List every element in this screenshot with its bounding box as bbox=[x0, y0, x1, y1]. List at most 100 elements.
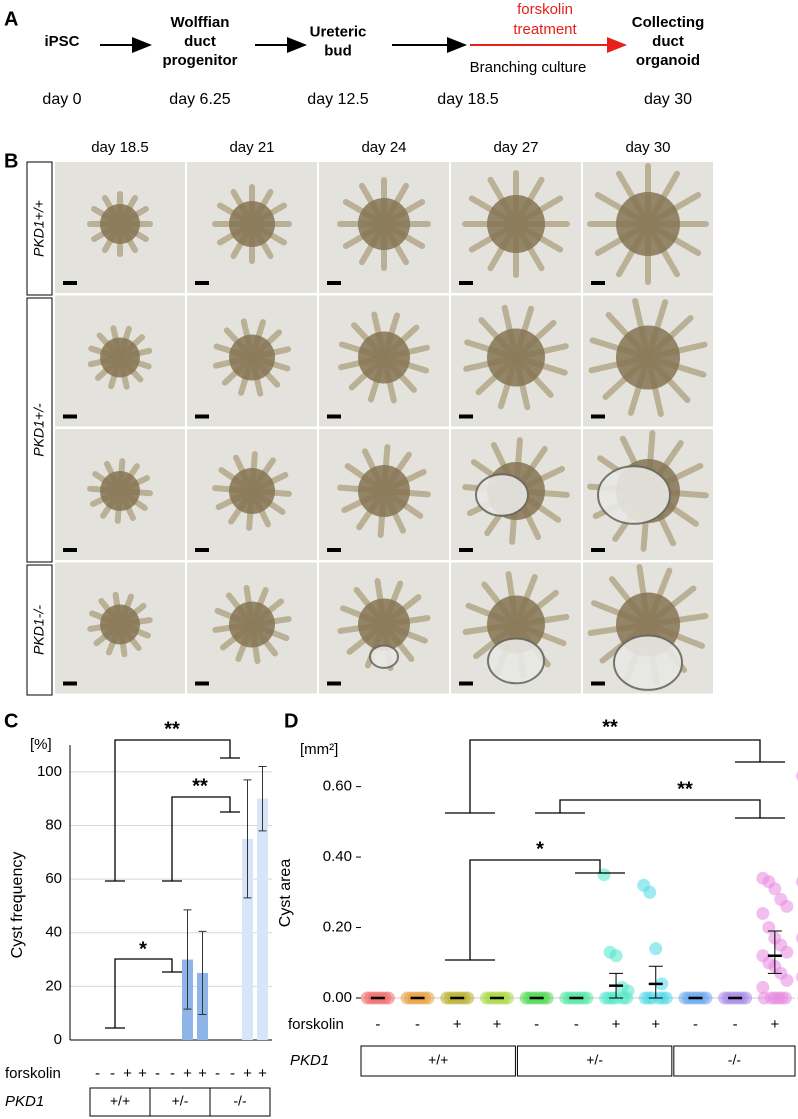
forskolin-sign: - bbox=[170, 1065, 175, 1082]
column-header: day 18.5 bbox=[91, 139, 149, 156]
organoid-body bbox=[358, 198, 410, 250]
row-label-box bbox=[26, 161, 53, 296]
significance-mark: ** bbox=[602, 716, 618, 738]
error-bar bbox=[198, 930, 207, 1016]
organoid-body bbox=[100, 337, 140, 378]
forskolin-sign: - bbox=[375, 1016, 380, 1033]
data-point bbox=[780, 945, 794, 959]
data-point bbox=[381, 991, 395, 1005]
y-tick-label: 0.40 bbox=[323, 848, 352, 865]
forskolin-sign: - bbox=[733, 1016, 738, 1033]
data-point bbox=[780, 899, 794, 913]
row-label: forskolin bbox=[5, 1065, 61, 1082]
data-point bbox=[757, 991, 771, 1005]
organoid-body bbox=[100, 604, 140, 645]
data-point bbox=[756, 906, 770, 920]
column-header: day 27 bbox=[493, 139, 538, 156]
step-name: organoid bbox=[636, 52, 700, 69]
scale-bar bbox=[591, 281, 605, 285]
forskolin-sign: + bbox=[651, 1016, 660, 1033]
cyst bbox=[475, 473, 529, 517]
significance-mark: ** bbox=[164, 718, 180, 740]
y-tick-label: 80 bbox=[45, 816, 62, 833]
data-point bbox=[768, 882, 782, 896]
organoid-body bbox=[100, 471, 140, 511]
scale-bar bbox=[327, 681, 341, 686]
organoid-body bbox=[358, 598, 410, 651]
cyst bbox=[369, 644, 399, 669]
data-point bbox=[540, 991, 554, 1005]
scale-bar bbox=[327, 414, 341, 419]
group-name: +/+ bbox=[428, 1052, 448, 1068]
scale-bar bbox=[591, 681, 605, 686]
scale-bar bbox=[195, 548, 209, 552]
row-label: PKD1+/+ bbox=[31, 200, 47, 257]
organoid-body bbox=[487, 595, 545, 654]
step-name: bud bbox=[324, 42, 352, 59]
organoid-body bbox=[487, 195, 545, 253]
scale-bar bbox=[327, 548, 341, 552]
forskolin-sign: + bbox=[770, 1016, 779, 1033]
y-unit: [%] bbox=[30, 736, 52, 753]
bar bbox=[257, 798, 268, 1040]
forskolin-sign: + bbox=[453, 1016, 462, 1033]
significance-mark: ** bbox=[192, 775, 208, 797]
scale-bar bbox=[63, 548, 77, 552]
group-name: +/+ bbox=[110, 1093, 130, 1109]
data-point bbox=[739, 991, 753, 1005]
forskolin-sign: - bbox=[95, 1065, 100, 1082]
group-name: +/- bbox=[172, 1093, 189, 1109]
forskolin-sign: - bbox=[574, 1016, 579, 1033]
y-unit: [mm²] bbox=[300, 741, 338, 758]
significance-bracket bbox=[105, 958, 182, 1029]
organoid-body bbox=[487, 328, 545, 387]
step-name: duct bbox=[652, 33, 684, 50]
cyst bbox=[487, 637, 545, 685]
day-label: day 30 bbox=[644, 91, 692, 108]
group-label: PKD1 bbox=[5, 1093, 44, 1110]
row-label-box bbox=[26, 564, 53, 696]
culture-label: Branching culture bbox=[470, 59, 587, 76]
data-point bbox=[699, 991, 713, 1005]
significance-mark: ** bbox=[677, 778, 693, 800]
y-tick-label: 40 bbox=[45, 924, 62, 941]
data-point bbox=[659, 991, 673, 1005]
data-point bbox=[461, 991, 475, 1005]
y-tick-label: 0.20 bbox=[323, 919, 352, 936]
organoid-body bbox=[616, 192, 680, 256]
error-bar bbox=[258, 765, 267, 832]
cyst bbox=[597, 465, 671, 525]
organoid-body bbox=[616, 325, 680, 390]
organoid-body bbox=[358, 465, 410, 517]
y-tick-label: 0.00 bbox=[323, 989, 352, 1006]
forskolin-sign: + bbox=[243, 1065, 252, 1082]
step-name: Collecting bbox=[632, 14, 705, 31]
y-tick-label: 100 bbox=[37, 763, 62, 780]
column-header: day 21 bbox=[229, 139, 274, 156]
step-name: Ureteric bbox=[310, 23, 367, 40]
significance-bracket bbox=[445, 859, 625, 961]
forskolin-sign: - bbox=[693, 1016, 698, 1033]
scale-bar bbox=[459, 548, 473, 552]
y-tick-label: 0.60 bbox=[323, 778, 352, 795]
forskolin-sign: - bbox=[215, 1065, 220, 1082]
significance-mark: * bbox=[536, 838, 544, 860]
data-point bbox=[500, 991, 514, 1005]
treatment-label: treatment bbox=[513, 21, 577, 38]
y-tick-label: 60 bbox=[45, 870, 62, 887]
data-point bbox=[756, 980, 770, 994]
day-label: day 12.5 bbox=[307, 91, 368, 108]
data-point bbox=[609, 949, 623, 963]
forskolin-sign: + bbox=[612, 1016, 621, 1033]
data-point bbox=[780, 973, 794, 987]
forskolin-sign: - bbox=[155, 1065, 160, 1082]
day-label: day 18.5 bbox=[437, 91, 498, 108]
organoid-body bbox=[229, 468, 275, 514]
organoid-body bbox=[229, 201, 275, 247]
significance-bracket bbox=[162, 796, 240, 882]
forskolin-sign: + bbox=[183, 1065, 192, 1082]
data-point bbox=[643, 885, 657, 899]
panel-letter: D bbox=[284, 710, 298, 732]
scale-bar bbox=[63, 681, 77, 686]
group-box bbox=[516, 1045, 673, 1077]
